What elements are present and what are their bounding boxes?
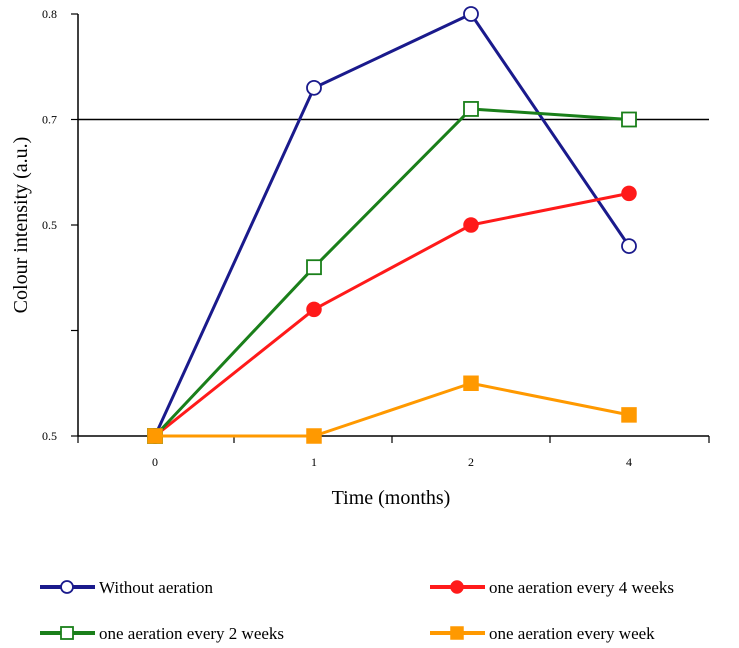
data-point-3-2 (463, 375, 479, 391)
data-point-0-1 (306, 79, 322, 96)
series-line-0 (153, 12, 631, 437)
series-2 (147, 101, 637, 444)
data-point-1-3 (621, 185, 637, 202)
legend-item-1: one aeration every 4 weeks (430, 578, 674, 597)
series-1 (147, 185, 637, 444)
series-line-1 (154, 191, 630, 438)
data-point-3-1 (306, 428, 322, 444)
series-layer (147, 6, 637, 444)
x-tick-label-3: 4 (626, 455, 632, 469)
x-axis-title: Time (months) (332, 487, 451, 509)
legend-swatch-marker-3 (450, 626, 464, 640)
y-tick-label-2: 0.7 (42, 113, 57, 127)
legend-swatch-marker-0 (60, 580, 74, 594)
legend-item-2: one aeration every 2 weeks (40, 624, 284, 643)
y-tick-label-3: 0.8 (42, 7, 57, 21)
y-tick-label-1: 0.5 (42, 218, 57, 232)
data-point-0-2 (463, 6, 479, 22)
legend-label-2: one aeration every 2 weeks (99, 624, 284, 643)
x-tick-label-1: 1 (311, 455, 317, 469)
data-point-3-3 (621, 407, 637, 423)
data-point-2-1 (306, 259, 322, 276)
x-tick-label-0: 0 (152, 455, 158, 469)
legend-item-3: one aeration every week (430, 624, 655, 643)
y-axis-title: Colour intensity (a.u.) (10, 137, 32, 314)
series-line-3 (155, 381, 630, 438)
data-point-0-3 (621, 238, 637, 255)
x-tick-label-2: 2 (468, 455, 474, 469)
data-point-3-0 (147, 428, 163, 444)
legend-label-3: one aeration every week (489, 624, 655, 643)
data-point-1-1 (306, 301, 322, 318)
legend: Without aeration one aeration every 4 wee… (40, 578, 674, 643)
data-point-1-2 (463, 217, 479, 233)
legend-swatch-marker-1 (450, 580, 464, 594)
data-point-2-3 (621, 111, 637, 128)
legend-label-1: one aeration every 4 weeks (489, 578, 674, 597)
series-3 (147, 375, 637, 444)
legend-label-0: Without aeration (99, 578, 214, 597)
series-0 (147, 6, 637, 444)
tick-labels: 0.5 0.5 0.7 0.8 0 1 2 4 (42, 7, 632, 469)
data-point-2-2 (463, 101, 479, 117)
legend-swatch-marker-2 (60, 626, 74, 640)
series-line-2 (153, 107, 630, 438)
legend-item-0: Without aeration (40, 578, 214, 597)
y-tick-label-0: 0.5 (42, 429, 57, 443)
axes (71, 13, 710, 443)
